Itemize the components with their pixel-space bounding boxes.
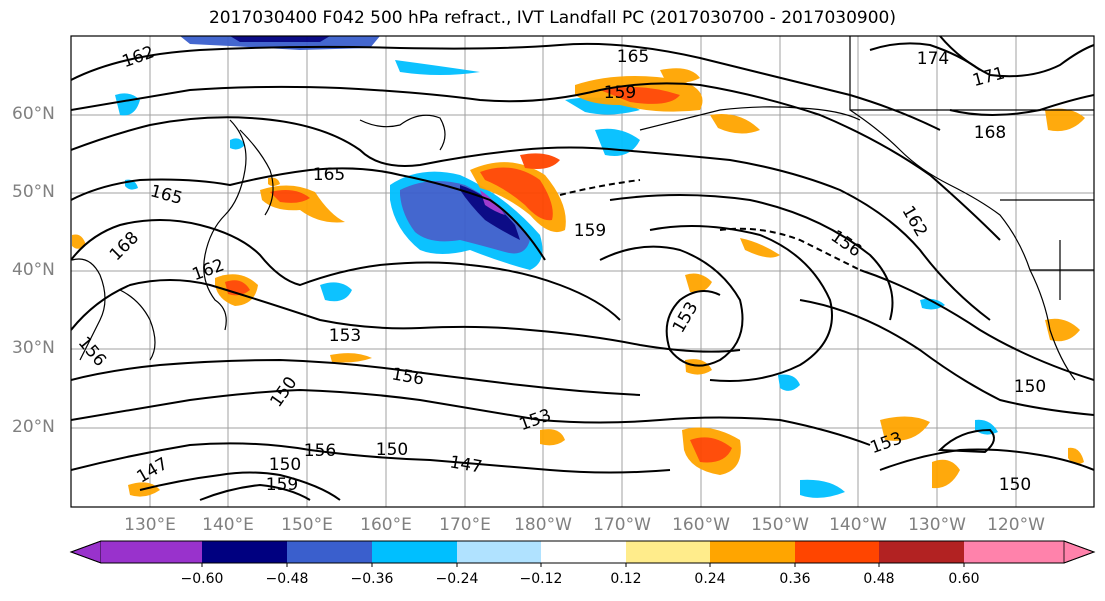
latitude-label: 60°N — [12, 104, 55, 124]
colorbar-tick-label: 0.48 — [863, 571, 895, 587]
colorbar-min-arrow — [69, 540, 102, 564]
colorbar-outline — [69, 540, 1096, 564]
contour-label: 159 — [266, 475, 298, 495]
colorbar-tick-label: −0.36 — [350, 571, 394, 587]
longitude-label: 180°W — [514, 515, 572, 535]
longitude-label: 160°W — [672, 515, 730, 535]
latitude-label: 50°N — [12, 182, 55, 202]
contour-label: 150 — [269, 455, 301, 475]
contour-label: 168 — [974, 123, 1006, 143]
longitude-label: 170°W — [593, 515, 651, 535]
colorbar-swatch — [457, 541, 541, 563]
map-title: 2017030400 F042 500 hPa refract., IVT La… — [208, 8, 896, 28]
colorbar-tick-label: 0.12 — [610, 571, 642, 587]
latitude-label: 20°N — [12, 417, 55, 437]
colorbar-swatch — [101, 541, 202, 563]
dashed-contours — [559, 179, 861, 271]
colorbar-swatch — [879, 541, 964, 563]
longitude-label: 130°E — [124, 515, 176, 535]
longitude-label: 170°E — [439, 515, 491, 535]
colorbar-swatch — [795, 541, 879, 563]
longitude-label: 150°W — [751, 515, 809, 535]
colorbar-tick-label: 0.36 — [779, 571, 811, 587]
longitude-label: 130°W — [908, 515, 966, 535]
colorbar-swatch — [372, 541, 457, 563]
colorbar-swatch — [202, 541, 287, 563]
colorbar-max-arrow — [1063, 540, 1096, 564]
positive-shading — [72, 68, 1085, 497]
colorbar-swatch — [626, 541, 710, 563]
contour-label: 165 — [617, 47, 649, 67]
height-contours — [71, 36, 1094, 501]
contour-label: 165 — [313, 165, 345, 185]
longitude-label: 160°E — [360, 515, 412, 535]
contour-label: 150 — [1014, 377, 1046, 397]
longitude-label: 150°E — [281, 515, 333, 535]
contour-label: 150 — [999, 475, 1031, 495]
longitude-label: 140°E — [202, 515, 254, 535]
contour-label: 159 — [574, 221, 606, 241]
latitude-label: 30°N — [12, 338, 55, 358]
colorbar-tick-label: −0.60 — [180, 571, 224, 587]
colorbar-tick-label: 0.60 — [948, 571, 980, 587]
colorbar-swatch — [541, 541, 626, 563]
contour-label: 156 — [304, 441, 336, 461]
longitude-label: 120°W — [987, 515, 1045, 535]
contour-label: 159 — [604, 83, 636, 103]
colorbar-tick-label: −0.48 — [265, 571, 309, 587]
contour-label: 153 — [329, 326, 361, 346]
contour-label: 174 — [917, 49, 949, 69]
contour-label: 150 — [376, 440, 408, 460]
colorbar-swatch — [964, 541, 1064, 563]
colorbar-tick-label: −0.24 — [435, 571, 479, 587]
longitude-label: 140°W — [829, 515, 887, 535]
latitude-label: 40°N — [12, 260, 55, 280]
colorbar-tick-label: −0.12 — [519, 571, 563, 587]
colorbar-swatch — [287, 541, 372, 563]
colorbar-swatch — [710, 541, 795, 563]
coastlines — [71, 36, 1094, 381]
map-frame — [70, 35, 1095, 508]
colorbar-tick-label: 0.24 — [694, 571, 726, 587]
